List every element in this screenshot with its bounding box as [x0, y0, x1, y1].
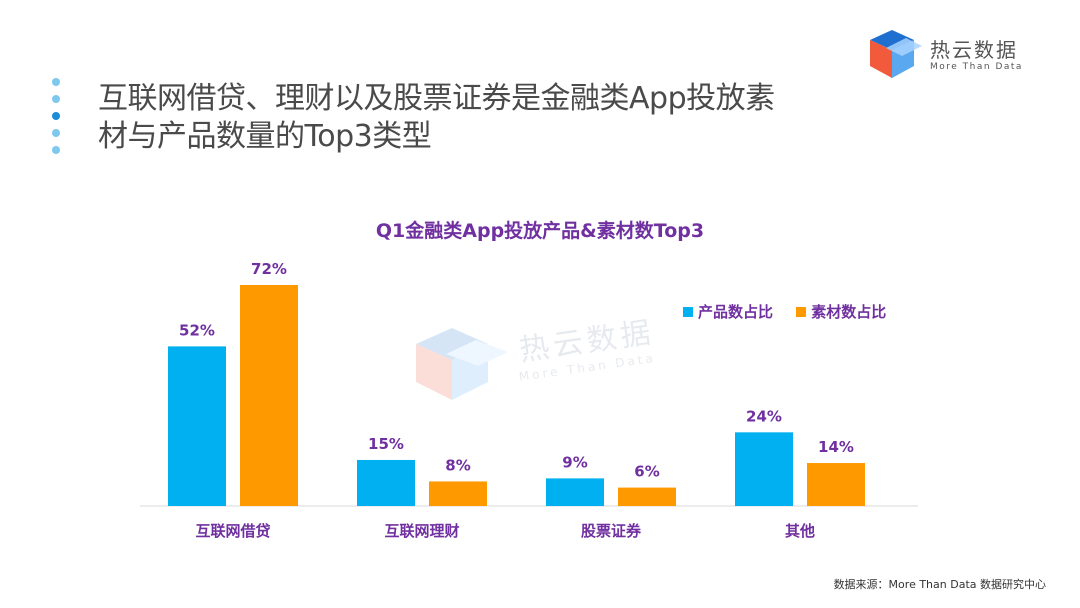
bar-creatives-1 — [429, 481, 487, 506]
category-label-3: 其他 — [785, 522, 815, 540]
legend-swatch-products — [683, 306, 693, 317]
brand-name: 热云数据 — [930, 38, 1018, 62]
bar-products-0 — [168, 346, 226, 506]
data-label-products-2: 9% — [562, 453, 587, 471]
legend-item-creatives: 素材数占比 — [796, 301, 886, 322]
bullet-dot — [52, 146, 60, 154]
category-label-0: 互联网借贷 — [195, 522, 270, 540]
bar-creatives-3 — [807, 463, 865, 506]
bullet-dot — [52, 112, 60, 120]
data-label-products-0: 52% — [179, 321, 215, 339]
title-line-2: 材与产品数量的Top3类型 — [98, 119, 432, 154]
bar-products-3 — [735, 432, 793, 506]
category-label-2: 股票证券 — [581, 522, 642, 540]
bar-products-2 — [546, 478, 604, 506]
chart-legend: 产品数占比 素材数占比 — [683, 301, 904, 322]
bullet-dot — [52, 129, 60, 137]
data-label-creatives-1: 8% — [445, 456, 470, 474]
legend-label-creatives: 素材数占比 — [811, 303, 887, 321]
bullet-dot — [52, 78, 60, 86]
bullet-dot — [52, 95, 60, 103]
data-label-creatives-0: 72% — [251, 260, 287, 278]
data-label-creatives-3: 14% — [818, 438, 854, 456]
data-label-products-3: 24% — [746, 407, 782, 425]
legend-label-products: 产品数占比 — [698, 303, 774, 321]
brand-tagline: More Than Data — [930, 62, 1023, 72]
legend-item-products: 产品数占比 — [683, 301, 773, 322]
watermark-cube-icon — [416, 328, 508, 400]
chart-title: Q1金融类App投放产品&素材数Top3 — [375, 220, 705, 242]
data-label-products-1: 15% — [368, 435, 404, 453]
category-label-1: 互联网理财 — [384, 522, 459, 540]
brand-cube-icon — [870, 30, 922, 78]
title-line-1: 互联网借贷、理财以及股票证券是金融类App投放素 — [98, 81, 775, 116]
watermark: 热云数据 More Than Data — [412, 315, 672, 402]
bar-creatives-0 — [240, 285, 298, 506]
data-label-creatives-2: 6% — [634, 463, 659, 481]
brand-logo: 热云数据 More Than Data — [866, 26, 1036, 82]
bullet-dots — [52, 78, 64, 163]
page-title: 互联网借贷、理财以及股票证券是金融类App投放素 材与产品数量的Top3类型 — [98, 80, 858, 156]
bar-products-1 — [357, 459, 415, 506]
bar-creatives-2 — [618, 487, 676, 506]
legend-swatch-creatives — [796, 306, 807, 317]
data-source: 数据来源：More Than Data 数据研究中心 — [833, 578, 1046, 591]
